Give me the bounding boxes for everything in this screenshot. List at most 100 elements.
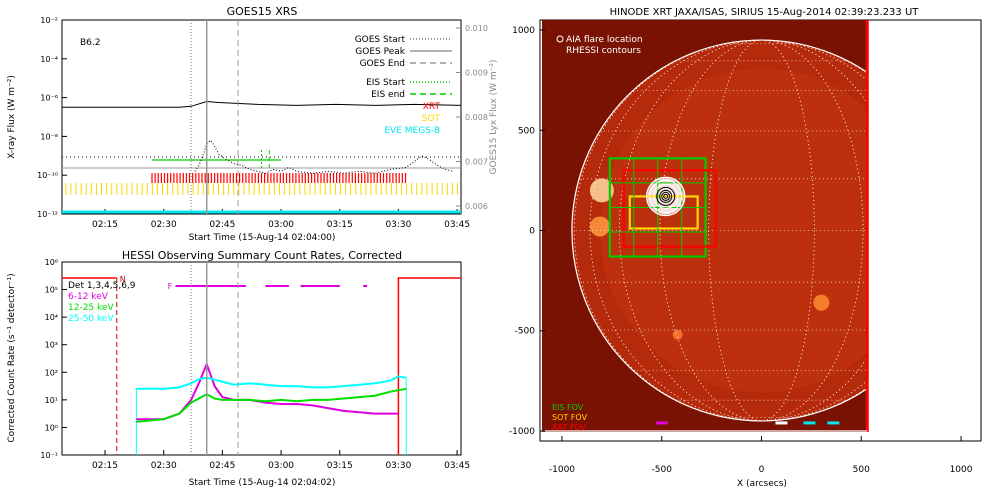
hessi-flag-n: N: [120, 275, 126, 284]
goes-legend-label: EVE MEGS-B: [384, 126, 440, 136]
map-xlabel: X (arcsecs): [737, 479, 787, 489]
map-fov-legend-label: XRT FOV: [552, 423, 587, 432]
goes-ytick-right-label: 0.009: [465, 69, 488, 78]
hessi-title: HESSI Observing Summary Count Rates, Cor…: [122, 249, 402, 262]
goes-long-flux: [62, 100, 462, 108]
goes-xtick-label: 02:30: [151, 220, 177, 230]
hessi-series-lo: [136, 361, 399, 421]
goes-legend-label: SOT: [422, 114, 441, 124]
hessi-panel: HESSI Observing Summary Count Rates, Cor…: [7, 249, 470, 488]
goes-ytick-label: 10⁻¹²: [37, 210, 58, 219]
bright-region: [589, 216, 610, 237]
hessi-xlabel: Start Time (15-Aug-14 02:04:02): [189, 478, 336, 488]
goes-xrt-coverage: [151, 173, 407, 183]
aia-flare-location: [645, 176, 686, 217]
legend-marker: [556, 35, 564, 43]
goes-legend: GOES Start GOES Peak GOES End EIS Start EIS …: [355, 35, 452, 136]
hessi-ytick-label: 10⁰: [45, 423, 58, 432]
map-marks: [571, 39, 868, 425]
goes-ytick-right-label: 0.010: [465, 24, 488, 33]
hessi-xtick-label: 02:30: [151, 461, 177, 471]
goes-ytick-label: 10⁻⁸: [40, 132, 58, 141]
bright-region: [813, 294, 830, 311]
goes-ytick-label: 10⁻⁴: [40, 55, 58, 64]
goes-legend-label: GOES Peak: [355, 47, 405, 57]
goes-panel: GOES15 XRS 02:15 02:30 02:45 03:00 03:15 03:3…: [7, 5, 499, 243]
hessi-ytick-label: 10⁶: [45, 258, 58, 267]
rhessi-contour: [659, 189, 673, 203]
goes-sot-coverage: [65, 183, 458, 195]
goes-ytick-right-label: 0.008: [465, 113, 488, 122]
goes-ylabel-right: GOES15 Lyx Flux (W m⁻²): [489, 60, 499, 175]
map-xtick-label: -500: [652, 465, 673, 475]
goes-legend-label: EIS end: [371, 90, 405, 100]
goes-xtick-label: 03:30: [385, 220, 411, 230]
goes-ytick-right-label: 0.006: [465, 202, 488, 211]
map-xtick-label: 1000: [950, 465, 973, 475]
hessi-ytick-label: 10³: [45, 341, 58, 350]
hessi-xtick-label: 03:15: [327, 461, 353, 471]
map-ytick-label: 1000: [512, 26, 535, 36]
hessi-ytick-label: 10⁻¹: [40, 451, 58, 460]
map-xtick-label: 500: [853, 465, 870, 475]
goes-xtick-label: 03:45: [444, 220, 470, 230]
hessi-legend-label: 12-25 keV: [68, 303, 114, 313]
map-title: HINODE XRT JAXA/ISAS, SIRIUS 15-Aug-2014…: [610, 7, 920, 18]
fov-box-xrt: [622, 169, 717, 248]
goes-title: GOES15 XRS: [227, 5, 298, 18]
hessi-plot-frame: [61, 261, 462, 456]
goes-xtick-label: 03:15: [327, 220, 353, 230]
goes-short-flux: [194, 139, 454, 174]
map-ytick-label: 500: [518, 126, 535, 136]
goes-legend-label: EIS Start: [366, 78, 405, 88]
map-overlay: [542, 20, 869, 432]
hessi-xtick-label: 02:15: [92, 461, 118, 471]
goes-annotation: B6.2: [80, 38, 101, 48]
hessi-axes: 02:15 02:30 02:45 03:00 03:15 03:30 03:45 10⁻¹ 1…: [40, 258, 470, 471]
map-xtick-label: 0: [759, 465, 765, 475]
hessi-series: NF: [62, 262, 461, 455]
hessi-state-bar-right: [397, 277, 461, 455]
rhessi-contour: [653, 183, 679, 209]
hessi-xtick-label: 02:45: [209, 461, 235, 471]
goes-xtick-label: 02:45: [209, 220, 235, 230]
hessi-series-hi: [136, 375, 407, 390]
goes-legend-label: GOES Start: [355, 35, 406, 45]
hessi-flag-f: F: [168, 282, 173, 291]
bright-region: [672, 329, 683, 340]
hessi-legend-label: Det 1,3,4,5,6,9: [68, 281, 136, 291]
hessi-ytick-label: 10¹: [45, 396, 58, 405]
xrt-map-panel: HINODE XRT JAXA/ISAS, SIRIUS 15-Aug-2014…: [509, 7, 982, 489]
map-legend-label: RHESSI contours: [566, 46, 641, 56]
hessi-ylabel: Corrected Count Rate (s⁻¹ detector⁻¹): [7, 273, 17, 442]
map-legend-label: AIA flare location: [566, 35, 643, 45]
rhessi-contour: [663, 193, 669, 199]
hessi-ytick-label: 10²: [45, 368, 58, 377]
map-ytick-label: -1000: [509, 427, 535, 437]
hessi-series-mid: [136, 387, 407, 423]
hessi-xtick-label: 03:30: [385, 461, 411, 471]
rhessi-contour: [649, 179, 683, 213]
map-ytick-label: -500: [515, 327, 536, 337]
map-fov-legend-label: SOT FOV: [552, 413, 588, 422]
goes-ytick-label: 10⁻⁶: [40, 94, 58, 103]
bright-region: [589, 178, 614, 203]
goes-axes: 02:15 02:30 02:45 03:00 03:15 03:30 03:45 10⁻¹²…: [37, 16, 488, 230]
map-ytick-label: 0: [529, 227, 535, 237]
limb-line: [571, 39, 868, 422]
hessi-legend-label: 6-12 keV: [68, 292, 109, 302]
goes-xtick-label: 02:15: [92, 220, 118, 230]
goes-ytick-right-label: 0.007: [465, 158, 488, 167]
goes-xlabel: Start Time (15-Aug-14 02:04:00): [189, 233, 336, 243]
hessi-legend-label: 25-50 keV: [68, 314, 114, 324]
map-xtick-label: -1000: [549, 465, 575, 475]
hessi-xtick-label: 03:45: [444, 461, 470, 471]
goes-xtick-label: 03:00: [268, 220, 294, 230]
map-axes: -1000 -500 0 500 1000 -1000 -500 0 500 1000: [509, 26, 973, 475]
goes-ytick-label: 10⁻²: [40, 16, 58, 25]
goes-ytick-label: 10⁻¹⁰: [37, 171, 58, 180]
hessi-xtick-label: 03:00: [268, 461, 294, 471]
hessi-ytick-label: 10⁵: [45, 286, 58, 295]
